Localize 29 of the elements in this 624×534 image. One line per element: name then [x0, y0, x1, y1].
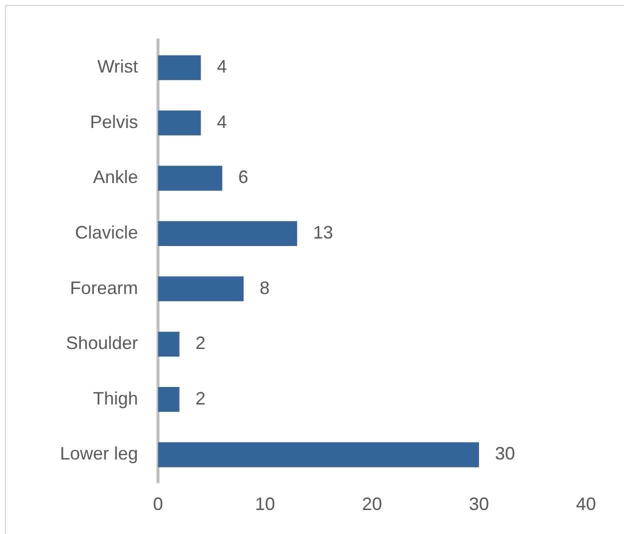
- y-tick-label: Forearm: [70, 278, 138, 298]
- bar: [158, 332, 180, 357]
- data-label: 13: [313, 222, 334, 243]
- bar: [158, 166, 222, 191]
- x-tick-label: 30: [468, 494, 490, 514]
- y-tick-label: Clavicle: [75, 222, 138, 243]
- y-tick-label: Lower leg: [60, 444, 138, 464]
- x-tick-label: 40: [576, 494, 596, 514]
- bar: [158, 442, 480, 468]
- x-tick-label: 20: [362, 494, 382, 514]
- y-tick-label: Wrist: [97, 56, 138, 77]
- data-label: 2: [195, 388, 206, 408]
- y-tick-label: Thigh: [93, 388, 138, 408]
- bar: [158, 55, 201, 80]
- data-label: 4: [216, 56, 227, 77]
- bar: [158, 387, 180, 412]
- bar: [158, 221, 298, 246]
- y-tick-label: Pelvis: [90, 112, 138, 132]
- x-tick-label: 0: [153, 494, 164, 514]
- y-tick-label: Ankle: [93, 167, 138, 188]
- x-tick-label: 10: [255, 494, 276, 514]
- data-label: 2: [195, 333, 206, 354]
- data-label: 6: [238, 167, 248, 188]
- y-tick-label: Shoulder: [66, 333, 138, 354]
- data-label: 8: [260, 278, 270, 298]
- data-label: 4: [216, 112, 227, 132]
- data-label: 30: [495, 444, 516, 464]
- bar: [158, 110, 201, 136]
- bar: [158, 276, 244, 302]
